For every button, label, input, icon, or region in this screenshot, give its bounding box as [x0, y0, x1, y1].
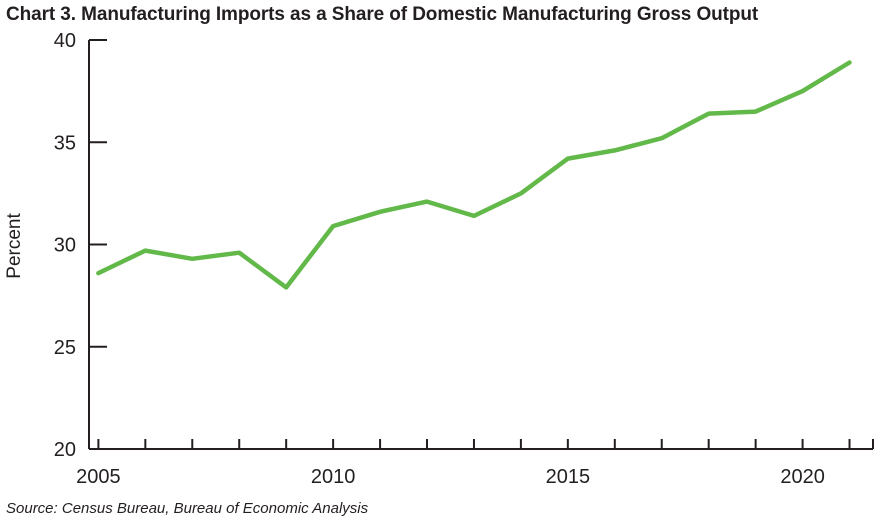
- series-line-0: [96, 60, 852, 290]
- chart-title: Chart 3. Manufacturing Imports as a Shar…: [6, 4, 759, 25]
- axes-layer: [88, 40, 873, 450]
- series-layer: [96, 60, 852, 290]
- x-tick-label-2015: 2015: [546, 466, 591, 488]
- y-tick-label-40: 40: [54, 30, 76, 52]
- x-tick-label-2020: 2020: [780, 466, 825, 488]
- y-tick-label-25: 25: [54, 337, 76, 359]
- y-tick-label-35: 35: [54, 132, 76, 154]
- source-note: Source: Census Bureau, Bureau of Economi…: [6, 500, 369, 517]
- y-tick-label-30: 30: [54, 235, 76, 257]
- axis-ticks-layer: [89, 39, 874, 450]
- x-tick-label-2010: 2010: [311, 466, 356, 488]
- y-axis-title: Percent: [4, 213, 25, 279]
- x-tick-label-2005: 2005: [76, 466, 121, 488]
- tick-labels-layer: 20 25 30 35 40 2005 2010 2015 2020: [54, 30, 825, 488]
- y-tick-label-20: 20: [54, 439, 76, 461]
